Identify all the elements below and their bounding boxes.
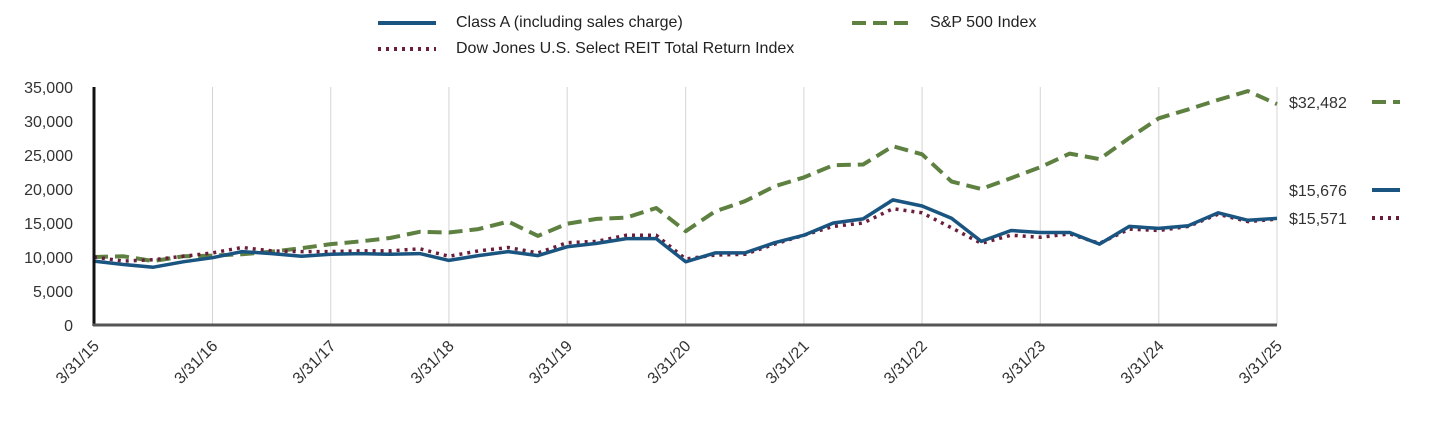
end-value-label: $15,676 xyxy=(1289,183,1347,200)
end-value-label: $32,482 xyxy=(1289,95,1347,112)
x-tick-label: 3/31/16 xyxy=(172,338,222,388)
x-tick-label: 3/31/22 xyxy=(881,338,931,388)
y-tick-label: 30,000 xyxy=(24,114,73,131)
y-tick-label: 10,000 xyxy=(24,250,73,267)
x-tick-label: 3/31/20 xyxy=(645,338,695,388)
legend-label-sp500: S&P 500 Index xyxy=(930,14,1037,31)
legend-item-sp500: S&P 500 Index xyxy=(850,14,1036,32)
y-tick-label: 0 xyxy=(64,318,73,335)
series-line xyxy=(93,89,1278,264)
y-tick-label: 20,000 xyxy=(24,182,73,199)
y-tick-label: 5,000 xyxy=(33,284,73,301)
y-tick-label: 15,000 xyxy=(24,216,73,233)
y-tick-label: 35,000 xyxy=(24,80,73,97)
legend-label-class-a: Class A (including sales charge) xyxy=(456,14,683,31)
y-tick-label: 25,000 xyxy=(24,148,73,165)
x-tick-label: 3/31/18 xyxy=(408,338,458,388)
legend-item-class-a: Class A (including sales charge) xyxy=(376,14,683,32)
legend-label-reit: Dow Jones U.S. Select REIT Total Return … xyxy=(456,40,795,57)
x-tick-label: 3/31/25 xyxy=(1236,338,1286,388)
x-tick-label: 3/31/19 xyxy=(526,338,576,388)
legend-swatch-sp500 xyxy=(852,21,910,25)
series-line xyxy=(93,198,1278,269)
x-tick-label: 3/31/17 xyxy=(290,338,340,388)
legend-swatch-class-a xyxy=(378,21,436,25)
chart-legend: Class A (including sales charge) S&P 500… xyxy=(370,14,1090,66)
x-tick-label: 3/31/21 xyxy=(763,338,813,388)
x-tick-label: 3/31/23 xyxy=(999,338,1049,388)
end-value-label: $15,571 xyxy=(1289,211,1347,228)
x-tick-label: 3/31/24 xyxy=(1118,338,1168,388)
legend-swatch-reit xyxy=(378,47,436,51)
x-tick-label: 3/31/15 xyxy=(53,338,103,388)
legend-item-reit: Dow Jones U.S. Select REIT Total Return … xyxy=(376,40,794,58)
